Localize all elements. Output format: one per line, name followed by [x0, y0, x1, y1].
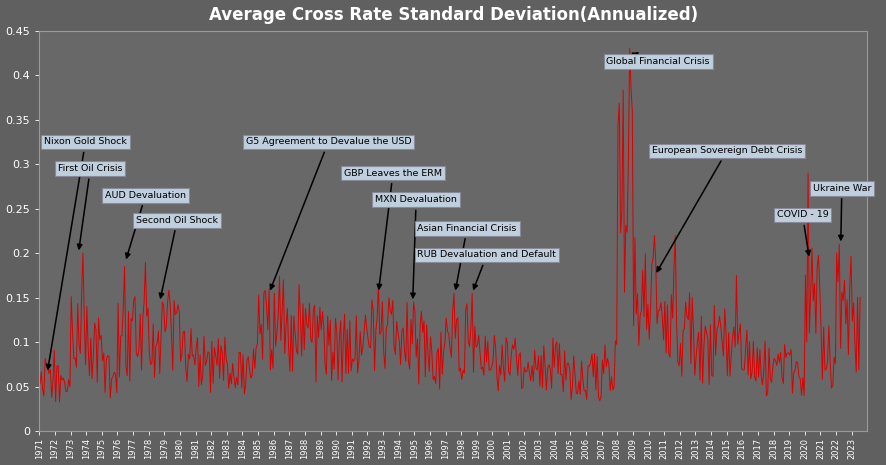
- Text: Ukraine War: Ukraine War: [812, 184, 871, 240]
- Text: Nixon Gold Shock: Nixon Gold Shock: [44, 138, 127, 369]
- Text: COVID - 19: COVID - 19: [777, 211, 828, 255]
- Text: First Oil Crisis: First Oil Crisis: [58, 164, 122, 249]
- Text: Second Oil Shock: Second Oil Shock: [136, 216, 218, 298]
- Text: AUD Devaluation: AUD Devaluation: [105, 191, 186, 258]
- Text: Asian Financial Crisis: Asian Financial Crisis: [417, 224, 517, 289]
- Text: G5 Agreement to Devalue the USD: G5 Agreement to Devalue the USD: [245, 138, 411, 289]
- Title: Average Cross Rate Standard Deviation(Annualized): Average Cross Rate Standard Deviation(An…: [209, 6, 698, 24]
- Text: GBP Leaves the ERM: GBP Leaves the ERM: [344, 169, 442, 289]
- Text: Global Financial Crisis: Global Financial Crisis: [606, 53, 710, 66]
- Text: European Sovereign Debt Crisis: European Sovereign Debt Crisis: [652, 146, 802, 272]
- Text: MXN Devaluation: MXN Devaluation: [375, 195, 457, 298]
- Text: RUB Devaluation and Default: RUB Devaluation and Default: [417, 251, 556, 289]
